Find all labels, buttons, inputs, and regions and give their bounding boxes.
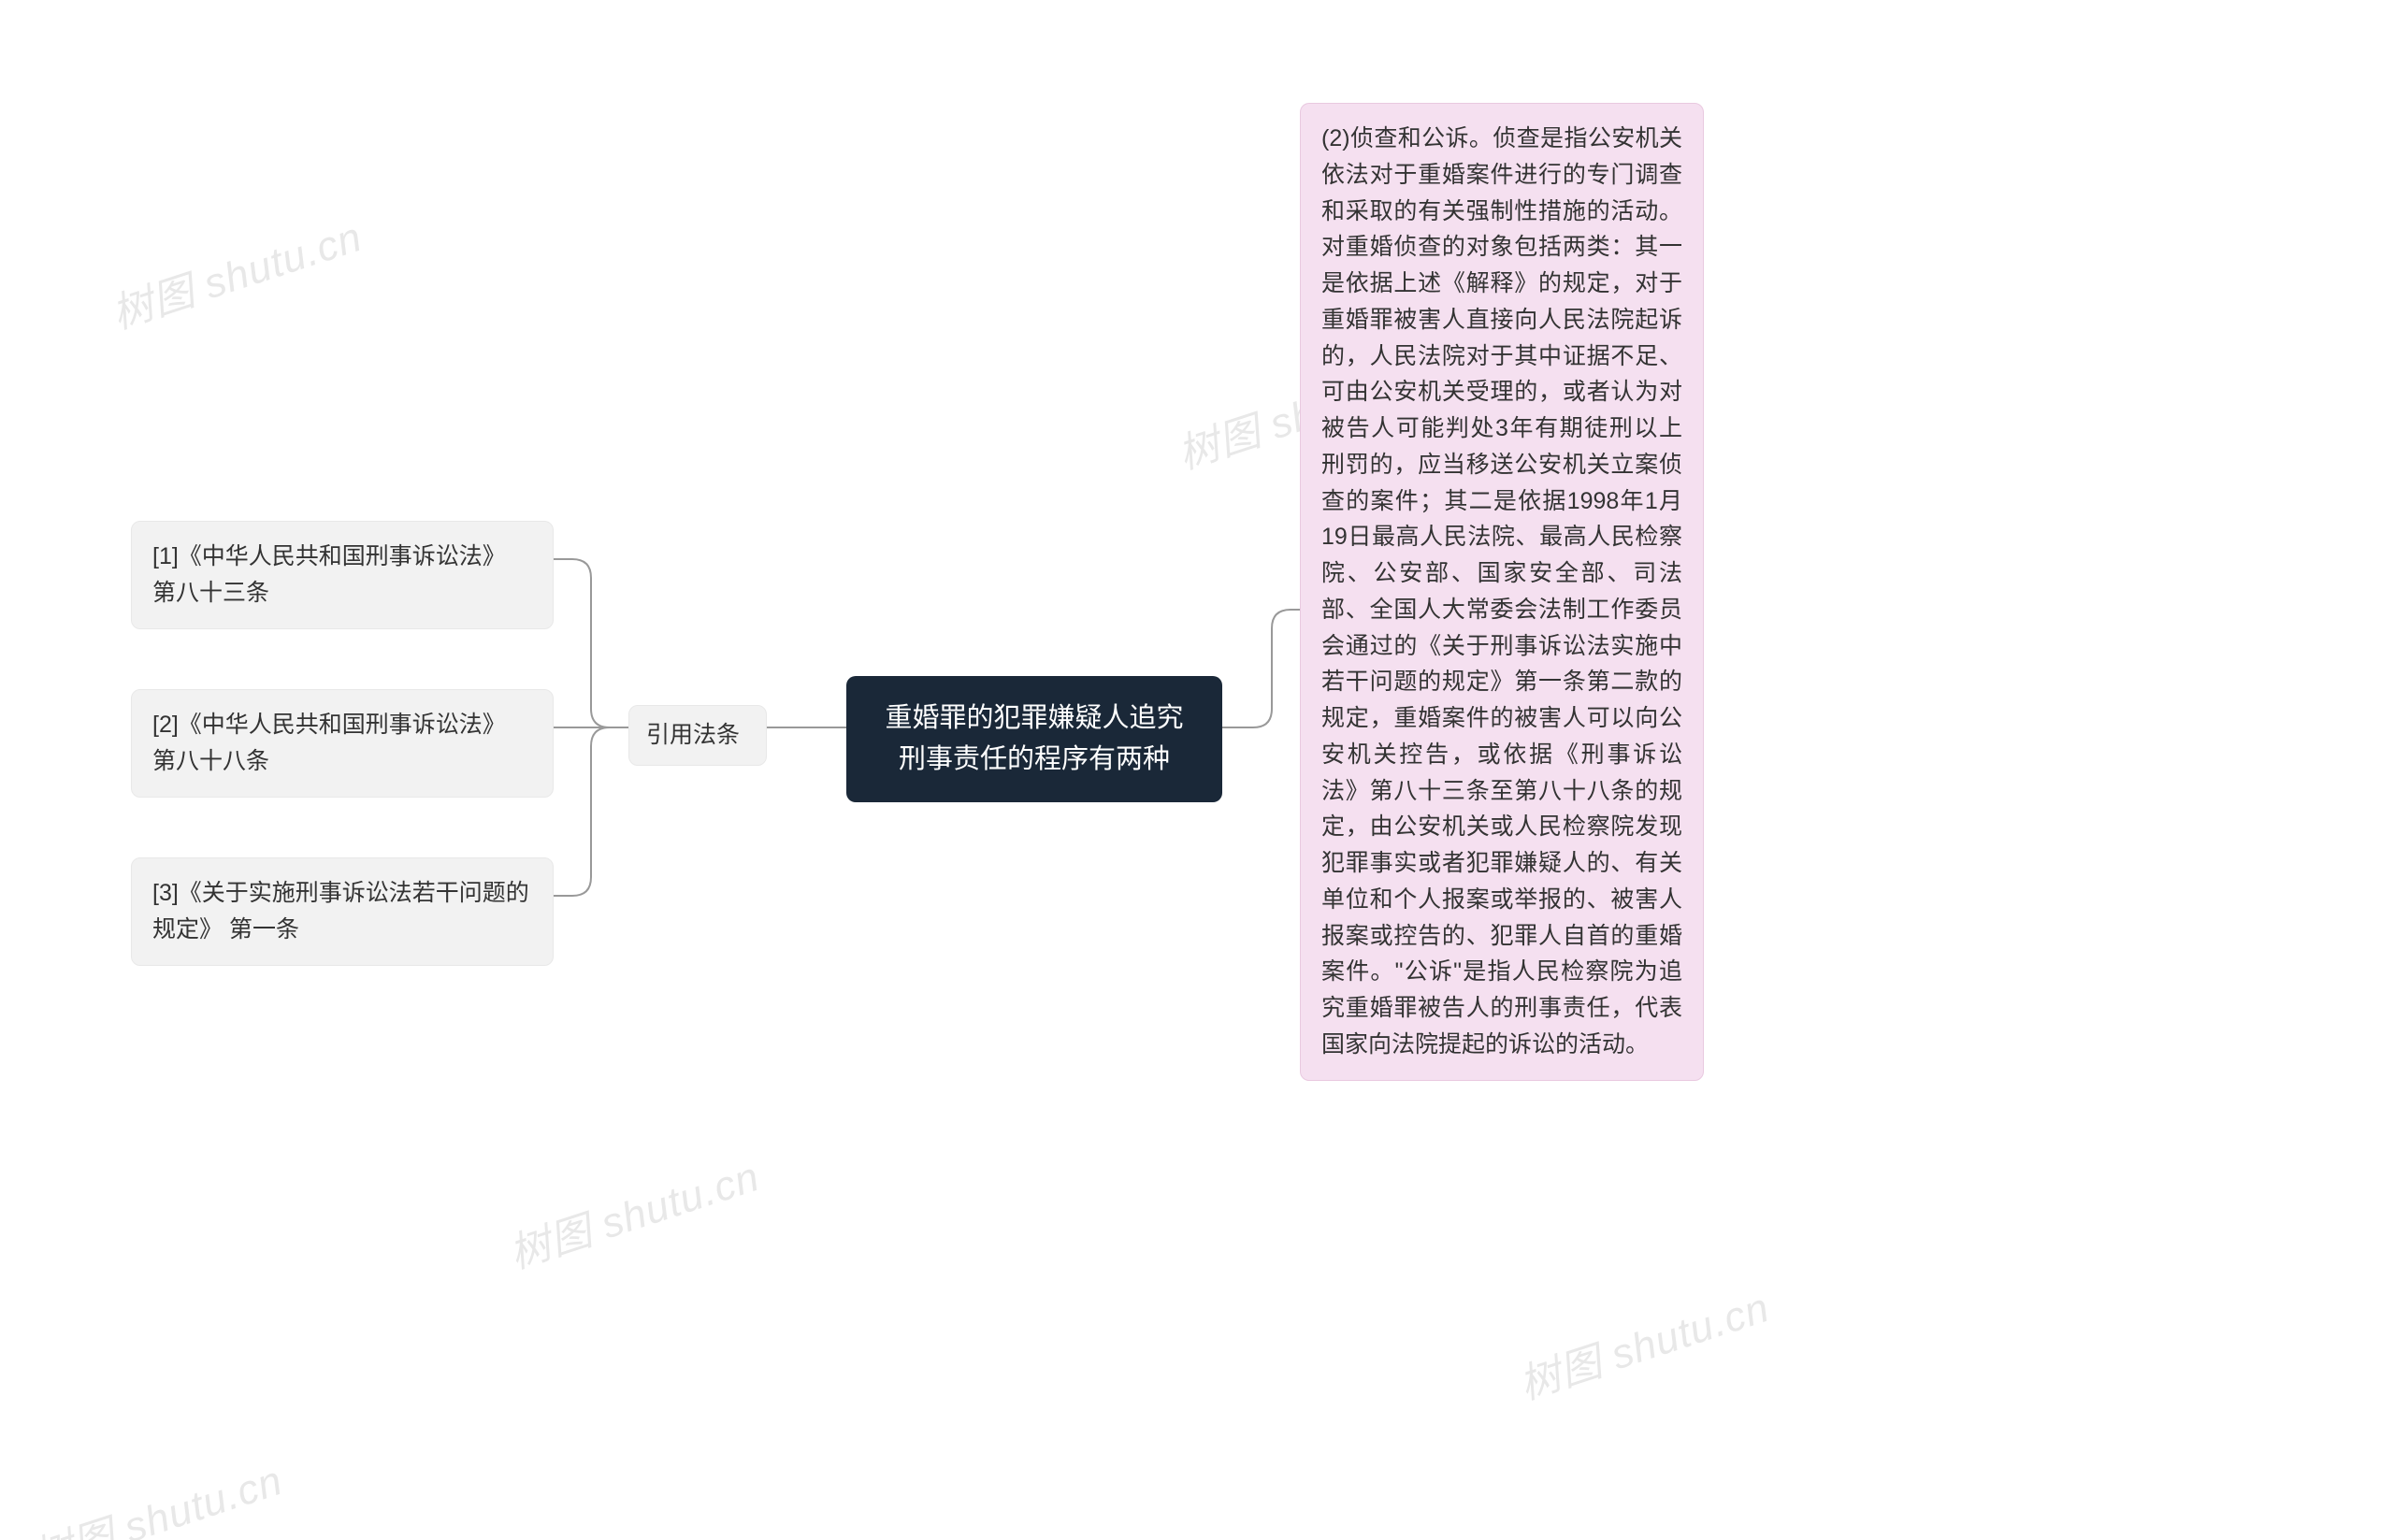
left-branch-label: 引用法条 [646, 722, 740, 748]
left-branch-node: 引用法条 [628, 705, 767, 766]
left-leaf-2: [2]《中华人民共和国刑事诉讼法》 第八十八条 [131, 689, 554, 798]
center-node: 重婚罪的犯罪嫌疑人追究 刑事责任的程序有两种 [846, 676, 1222, 802]
watermark: 树图 shutu.cn [500, 1143, 766, 1280]
left-leaf-1: [1]《中华人民共和国刑事诉讼法》 第八十三条 [131, 521, 554, 629]
left-leaf-3-text: [3]《关于实施刑事诉讼法若干问题的规定》 第一条 [152, 880, 529, 943]
right-leaf-text: (2)侦查和公诉。侦查是指公安机关依法对于重婚案件进行的专门调查和采取的有关强制… [1321, 125, 1682, 1058]
watermark: 树图 shutu.cn [1510, 1274, 1776, 1411]
watermark: 树图 shutu.cn [103, 203, 368, 340]
left-leaf-3: [3]《关于实施刑事诉讼法若干问题的规定》 第一条 [131, 857, 554, 966]
watermark: 树图 shutu.cn [23, 1446, 289, 1540]
center-line2: 刑事责任的程序有两种 [899, 744, 1170, 774]
left-leaf-1-text: [1]《中华人民共和国刑事诉讼法》 第八十三条 [152, 543, 506, 606]
left-leaf-2-text: [2]《中华人民共和国刑事诉讼法》 第八十八条 [152, 712, 506, 774]
right-leaf: (2)侦查和公诉。侦查是指公安机关依法对于重婚案件进行的专门调查和采取的有关强制… [1300, 103, 1704, 1081]
center-line1: 重婚罪的犯罪嫌疑人追究 [885, 703, 1183, 733]
